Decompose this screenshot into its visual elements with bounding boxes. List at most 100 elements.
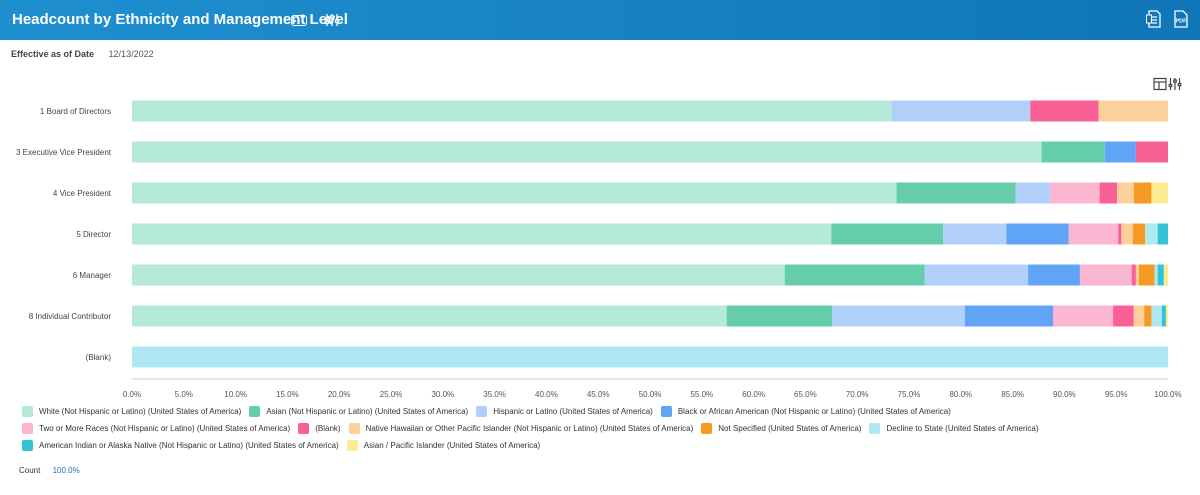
bar-segment[interactable] [1138, 264, 1155, 286]
bar-segment[interactable] [1118, 223, 1122, 245]
bar-segment[interactable] [1133, 305, 1145, 327]
legend-label: American Indian or Alaska Native (Not Hi… [39, 440, 339, 450]
bar-segment[interactable] [1049, 182, 1100, 204]
x-tick-label: 20.0% [328, 390, 351, 399]
bar-segment[interactable] [1053, 305, 1114, 327]
bar-segment[interactable] [1113, 305, 1134, 327]
legend-item[interactable]: Not Specified (United States of America) [701, 421, 861, 435]
bar-segment[interactable] [1068, 223, 1119, 245]
bar-segment[interactable] [132, 305, 727, 327]
bar-segment[interactable] [1151, 305, 1162, 327]
x-tick-label: 55.0% [690, 390, 713, 399]
stacked-bar-chart: 0.0% 5.0% 10.0% 15.0% 20.0% 25.0% 30.0% 35.0% 40… [16, 100, 1182, 399]
legend-swatch [869, 422, 881, 434]
legend-swatch [476, 405, 488, 417]
bar-segment[interactable] [1135, 141, 1168, 163]
bar-segment[interactable] [891, 100, 1031, 122]
more-actions-button[interactable] [291, 15, 307, 26]
bar-segment[interactable] [1157, 223, 1168, 245]
bar-segment[interactable] [1121, 223, 1133, 245]
legend-item[interactable]: Two or More Races (Not Hispanic or Latin… [22, 421, 290, 435]
legend-swatch [346, 439, 358, 451]
x-tick-label: 5.0% [175, 390, 193, 399]
bar-segment[interactable] [1099, 182, 1118, 204]
category-label: 5 Director [76, 230, 111, 239]
bar-segment[interactable] [1131, 264, 1136, 286]
count-value[interactable]: 100.0% [52, 466, 80, 475]
bar-segment[interactable] [924, 264, 1029, 286]
bar-segment[interactable] [1117, 182, 1134, 204]
x-tick-label: 80.0% [949, 390, 972, 399]
legend-label: Two or More Races (Not Hispanic or Latin… [39, 423, 291, 433]
count-label: Count [19, 466, 41, 475]
bar-segment[interactable] [726, 305, 833, 327]
report-title: Headcount by Ethnicity and Management Le… [12, 11, 348, 28]
bar-segment[interactable] [1165, 305, 1168, 327]
x-tick-label: 25.0% [380, 390, 403, 399]
bar-segment[interactable] [1098, 100, 1168, 122]
excel-export-icon[interactable] [1146, 10, 1162, 28]
report-header: Headcount by Ethnicity and Management Le… [0, 0, 1200, 40]
bar-segment[interactable] [132, 141, 1042, 163]
legend-item[interactable]: American Indian or Alaska Native (Not Hi… [22, 438, 339, 452]
x-tick-label: 40.0% [535, 390, 558, 399]
effective-date-label: Effective as of Date [11, 49, 95, 59]
legend-label: White (Not Hispanic or Latino) (United S… [39, 406, 242, 416]
pdf-icon-label: PDF [1176, 19, 1188, 25]
bar-segment[interactable] [1154, 264, 1158, 286]
category-label: 4 Vice President [53, 189, 112, 198]
bar-segment[interactable] [132, 264, 785, 286]
bar-segment[interactable] [896, 182, 1016, 204]
x-tick-label: 100.0% [1154, 390, 1181, 399]
legend-item[interactable]: Decline to State (United States of Ameri… [869, 421, 1039, 435]
bar-segment[interactable] [132, 100, 892, 122]
x-tick-label: 90.0% [1053, 390, 1076, 399]
bar-segment[interactable] [1041, 141, 1105, 163]
legend-item[interactable]: Black or African American (Not Hispanic … [660, 404, 951, 418]
legend-item[interactable]: Asian (Not Hispanic or Latino) (United S… [249, 404, 468, 418]
chart-settings-icon[interactable] [1168, 77, 1182, 91]
bar-segment[interactable] [831, 223, 944, 245]
legend-item[interactable]: White (Not Hispanic or Latino) (United S… [22, 404, 241, 418]
x-tick-label: 95.0% [1105, 390, 1128, 399]
filter-icon[interactable] [324, 12, 340, 28]
bar-segment[interactable] [964, 305, 1054, 327]
legend-item[interactable]: Hispanic or Latino (United States of Ame… [476, 404, 653, 418]
category-label: (Blank) [86, 353, 112, 362]
category-label: 3 Executive Vice President [16, 148, 112, 157]
legend-item[interactable]: Native Hawaiian or Other Pacific Islande… [348, 421, 693, 435]
pdf-export-icon[interactable]: PDF [1173, 10, 1189, 28]
legend-item[interactable]: Asian / Pacific Islander (United States … [346, 438, 541, 452]
bar-segment[interactable] [132, 346, 1168, 368]
bar-segment[interactable] [132, 182, 897, 204]
bar-segment[interactable] [784, 264, 925, 286]
bar-segment[interactable] [1079, 264, 1132, 286]
x-tick-label: 45.0% [587, 390, 610, 399]
category-label: 1 Board of Directors [40, 107, 111, 116]
bar-segment[interactable] [1015, 182, 1050, 204]
table-view-icon[interactable] [1153, 77, 1167, 91]
bar-segment[interactable] [1006, 223, 1069, 245]
bar-segment[interactable] [1151, 182, 1168, 204]
bar-segment[interactable] [1133, 182, 1152, 204]
bar-segment[interactable] [1104, 141, 1136, 163]
x-tick-label: 15.0% [276, 390, 299, 399]
bar-segment[interactable] [1135, 264, 1139, 286]
bar-segment[interactable] [1145, 223, 1158, 245]
bar-segment[interactable] [1157, 264, 1164, 286]
bar-segment[interactable] [1161, 305, 1166, 327]
legend-label: Asian / Pacific Islander (United States … [363, 440, 541, 450]
bar-segment[interactable] [1132, 223, 1146, 245]
bar-segment[interactable] [1163, 264, 1168, 286]
legend-swatch [298, 422, 310, 434]
bar-segment[interactable] [1028, 264, 1080, 286]
bar-segment[interactable] [1144, 305, 1152, 327]
effective-date-row: Effective as of Date 12/13/2022 [11, 49, 154, 59]
legend-item[interactable]: (Blank) [298, 421, 341, 435]
bar-segment[interactable] [1030, 100, 1099, 122]
x-tick-label: 30.0% [431, 390, 454, 399]
bar-segment[interactable] [943, 223, 1007, 245]
bar-segment[interactable] [832, 305, 965, 327]
legend-swatch [249, 405, 261, 417]
bar-segment[interactable] [132, 223, 832, 245]
